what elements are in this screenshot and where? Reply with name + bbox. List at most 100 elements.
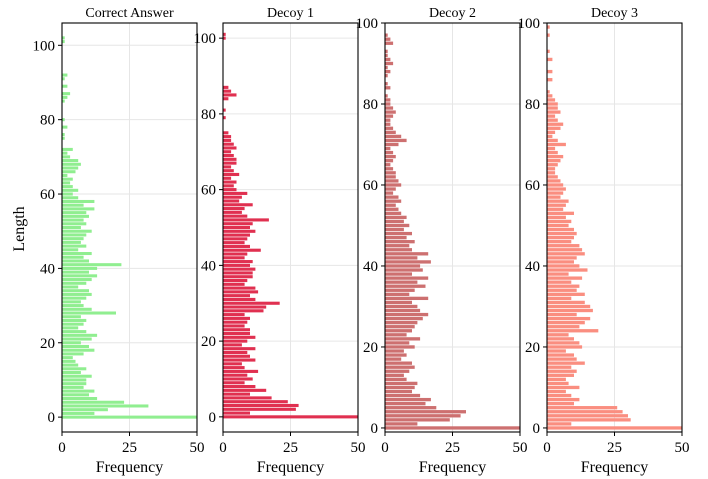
histogram-bar bbox=[62, 378, 87, 382]
histogram-bar bbox=[223, 301, 280, 305]
y-tick-label: 100 bbox=[518, 16, 541, 32]
histogram-bar bbox=[385, 150, 394, 155]
histogram-bar bbox=[62, 307, 92, 311]
histogram-bar bbox=[547, 191, 564, 195]
histogram-bar bbox=[223, 252, 248, 256]
histogram-bar bbox=[223, 188, 237, 192]
y-tick-label: 80 bbox=[525, 97, 540, 113]
histogram-bar bbox=[385, 418, 450, 422]
histogram-bar bbox=[62, 296, 87, 300]
histogram-bar bbox=[223, 229, 256, 233]
y-tick-label: 100 bbox=[194, 31, 217, 47]
histogram-bar bbox=[547, 94, 553, 98]
histogram-bar bbox=[223, 388, 267, 392]
histogram-bar bbox=[62, 311, 116, 315]
histogram-bar bbox=[385, 159, 394, 163]
histogram-bar bbox=[223, 275, 253, 279]
histogram-bar bbox=[223, 343, 242, 347]
histogram-bar bbox=[62, 404, 149, 408]
x-tick-label: 25 bbox=[122, 440, 137, 456]
x-tick-label: 50 bbox=[513, 440, 528, 456]
histogram-bar bbox=[62, 278, 92, 282]
histogram-bar bbox=[223, 210, 242, 214]
histogram-bar bbox=[547, 154, 564, 159]
y-tick-label: 40 bbox=[363, 259, 378, 275]
histogram-bar bbox=[62, 411, 95, 415]
histogram-bar bbox=[223, 32, 226, 36]
histogram-bar bbox=[547, 308, 593, 313]
histogram-bar bbox=[62, 40, 65, 44]
histogram-bar bbox=[385, 73, 388, 78]
histogram-bar bbox=[385, 98, 391, 102]
histogram-bar bbox=[385, 304, 418, 309]
histogram-bar bbox=[385, 94, 388, 98]
histogram-bar bbox=[223, 339, 248, 343]
panel-title: Decoy 2 bbox=[429, 6, 476, 21]
histogram-bar bbox=[547, 69, 553, 74]
histogram-bar bbox=[385, 353, 407, 357]
histogram-bar bbox=[547, 114, 556, 118]
histogram-bar bbox=[547, 369, 577, 373]
histogram-bar bbox=[385, 219, 404, 224]
panel-4: 0 20 40 60 80 100 0 25 50 Decoy 3 Frequency bbox=[518, 6, 690, 476]
histogram-bar bbox=[62, 36, 65, 40]
histogram-bar bbox=[62, 389, 95, 393]
histogram-bar bbox=[385, 337, 421, 341]
histogram-bar bbox=[223, 116, 226, 120]
histogram-bar bbox=[547, 227, 574, 232]
y-tick-label: 100 bbox=[356, 16, 379, 32]
histogram-bar bbox=[547, 385, 580, 390]
histogram-bar bbox=[223, 358, 256, 362]
histogram-bar bbox=[385, 361, 412, 365]
histogram-bar bbox=[385, 82, 388, 86]
histogram-bar bbox=[547, 365, 572, 369]
histogram-bar bbox=[547, 410, 623, 414]
histogram-bar bbox=[547, 122, 564, 126]
histogram-bar bbox=[62, 285, 79, 289]
x-tick-label: 0 bbox=[219, 440, 227, 456]
histogram-bar bbox=[385, 256, 418, 260]
histogram-bar bbox=[385, 292, 410, 296]
histogram-bar bbox=[385, 272, 412, 276]
y-tick-label: 100 bbox=[33, 38, 56, 54]
histogram-bar bbox=[385, 102, 391, 106]
histogram-bar bbox=[62, 289, 89, 293]
histogram-bar bbox=[62, 356, 73, 360]
histogram-bar bbox=[385, 312, 429, 317]
histogram-bar bbox=[223, 263, 250, 267]
histogram-bar bbox=[385, 240, 415, 244]
histogram-bar bbox=[385, 215, 407, 220]
histogram-bar bbox=[547, 312, 577, 317]
y-tick-label: 60 bbox=[201, 183, 216, 199]
histogram-bar bbox=[223, 108, 226, 112]
histogram-bar bbox=[62, 225, 81, 230]
histogram-bar bbox=[62, 155, 71, 159]
histogram-bar bbox=[547, 142, 566, 147]
histogram-bar bbox=[385, 244, 410, 248]
histogram-bar bbox=[62, 263, 122, 267]
panel-1: 0 20 40 60 80 100 0 25 50 Correct Answer Frequency bbox=[33, 6, 205, 476]
histogram-bar bbox=[385, 385, 415, 390]
x-axis-label: Frequency bbox=[96, 459, 164, 476]
histogram-bar bbox=[385, 199, 402, 203]
histogram-bar bbox=[385, 110, 396, 114]
histogram-bar bbox=[223, 294, 250, 298]
histogram-bar bbox=[223, 373, 248, 377]
histogram-bar bbox=[223, 176, 232, 180]
histogram-bar bbox=[385, 260, 431, 264]
histogram-bar bbox=[385, 191, 394, 195]
histogram-bar bbox=[223, 93, 237, 97]
y-tick-label: 40 bbox=[40, 261, 55, 277]
histogram-bar bbox=[223, 169, 234, 173]
histogram-bar bbox=[547, 397, 580, 402]
x-axis-label: Frequency bbox=[257, 459, 325, 476]
histogram-bar bbox=[62, 229, 92, 233]
histogram-bar bbox=[223, 256, 245, 260]
histogram-bar bbox=[223, 89, 232, 93]
histogram-bar bbox=[62, 199, 95, 203]
histogram-bar bbox=[547, 57, 553, 62]
histogram-bar bbox=[385, 426, 520, 430]
histogram-bar bbox=[385, 207, 399, 211]
histogram-bar bbox=[385, 167, 394, 171]
histogram-bar bbox=[385, 138, 407, 143]
